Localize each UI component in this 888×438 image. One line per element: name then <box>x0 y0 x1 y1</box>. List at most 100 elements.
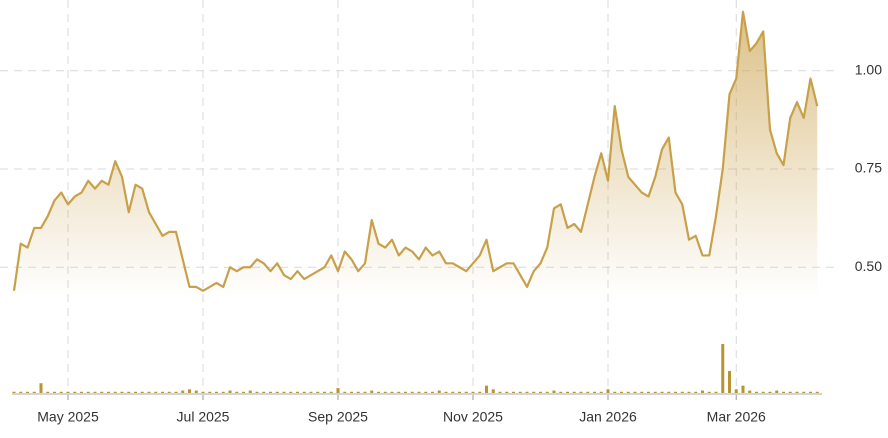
volume-bar <box>39 383 43 393</box>
volume-bar <box>269 391 272 393</box>
volume-bar <box>539 391 542 393</box>
volume-bar <box>775 390 779 393</box>
x-tick-label: Sep 2025 <box>308 409 368 425</box>
volume-bar <box>46 391 50 393</box>
volume-bar <box>228 390 232 393</box>
volume-bar <box>458 391 461 393</box>
x-tick-label: Nov 2025 <box>443 409 503 425</box>
volume-bar <box>174 391 178 393</box>
volume-bar <box>275 391 279 393</box>
volume-bar <box>66 391 70 393</box>
volume-bar <box>296 391 299 393</box>
volume-bar <box>572 391 576 393</box>
volume-bar <box>215 391 218 393</box>
volume-bar <box>32 391 36 393</box>
volume-bar <box>795 391 799 393</box>
volume-bar <box>714 391 718 393</box>
volume-bar <box>248 390 252 393</box>
volume-bar <box>93 391 97 393</box>
volume-bar <box>161 391 164 393</box>
volume-bar <box>525 391 529 393</box>
volume-bar <box>471 391 475 393</box>
volume-bar <box>201 391 205 393</box>
volume-bar <box>701 390 704 393</box>
volume-bar <box>505 391 509 393</box>
volume-bar <box>809 391 812 393</box>
volume-bar <box>451 391 455 393</box>
volume-bar <box>363 391 367 393</box>
volume-bar <box>768 391 772 393</box>
volume-bar <box>181 390 185 393</box>
volume-bar <box>147 391 151 393</box>
y-tick-label: 0.75 <box>855 160 882 176</box>
volume-bar <box>593 391 596 393</box>
volume-bar <box>194 390 198 393</box>
volume-bar <box>626 391 630 393</box>
volume-bar <box>289 391 293 393</box>
volume-bar <box>748 390 752 393</box>
volume-bar <box>370 390 374 393</box>
volume-bar <box>255 391 259 393</box>
volume-bar <box>478 391 482 393</box>
volume-bar <box>741 385 745 393</box>
volume-bar <box>417 391 421 393</box>
area-fill <box>14 11 818 393</box>
volume-bar <box>802 391 806 393</box>
volume-bar <box>464 391 468 393</box>
y-tick-label: 0.50 <box>855 258 882 274</box>
volume-bar <box>721 344 725 393</box>
volume-bar <box>377 391 380 393</box>
volume-bar <box>59 391 63 393</box>
volume-bar <box>383 391 387 393</box>
volume-bar <box>26 391 29 393</box>
volume-bar <box>437 390 441 393</box>
volume-bar <box>680 391 684 393</box>
volume-bar <box>599 391 603 393</box>
volume-bar <box>221 391 225 393</box>
volume-bar <box>566 391 569 393</box>
volume-bar <box>485 385 488 393</box>
volume-bar <box>512 391 515 393</box>
volume-bar <box>134 391 137 393</box>
volume-bar <box>410 391 414 393</box>
volume-bar <box>323 391 326 393</box>
volume-bar <box>19 391 23 393</box>
volume-bar <box>444 391 448 393</box>
volume-bar <box>694 391 698 393</box>
volume-bar <box>755 391 758 393</box>
volume-bar <box>329 391 333 393</box>
volume-bar <box>282 391 286 393</box>
volume-bar <box>12 391 16 393</box>
volume-bar <box>107 391 110 393</box>
volume-bar <box>815 391 819 393</box>
volume-bar <box>73 391 77 393</box>
volume-bar <box>498 391 502 393</box>
y-tick-label: 1.00 <box>855 61 882 77</box>
x-tick-label: Jul 2025 <box>177 409 230 425</box>
volume-bar <box>390 391 394 393</box>
volume-bar <box>262 391 266 393</box>
volume-bar <box>53 391 56 393</box>
volume-bar <box>235 391 239 393</box>
volume-bar <box>647 391 650 393</box>
x-tick-label: Jan 2026 <box>579 409 637 425</box>
volume-bar <box>140 391 144 393</box>
volume-bar <box>620 391 623 393</box>
volume-bar <box>336 388 340 393</box>
volume-bar <box>782 391 785 393</box>
volume-bar <box>734 389 738 393</box>
volume-bar <box>431 391 434 393</box>
volume-bar <box>404 391 407 393</box>
volume-bar <box>208 391 212 393</box>
volume-bar <box>613 391 617 393</box>
volume-bar <box>633 391 637 393</box>
volume-bar <box>491 389 495 393</box>
volume-bar <box>86 391 90 393</box>
volume-bar <box>113 391 117 393</box>
volume-bar <box>667 391 671 393</box>
volume-bar <box>397 391 401 393</box>
volume-bar <box>788 391 792 393</box>
volume-bar <box>167 391 171 393</box>
